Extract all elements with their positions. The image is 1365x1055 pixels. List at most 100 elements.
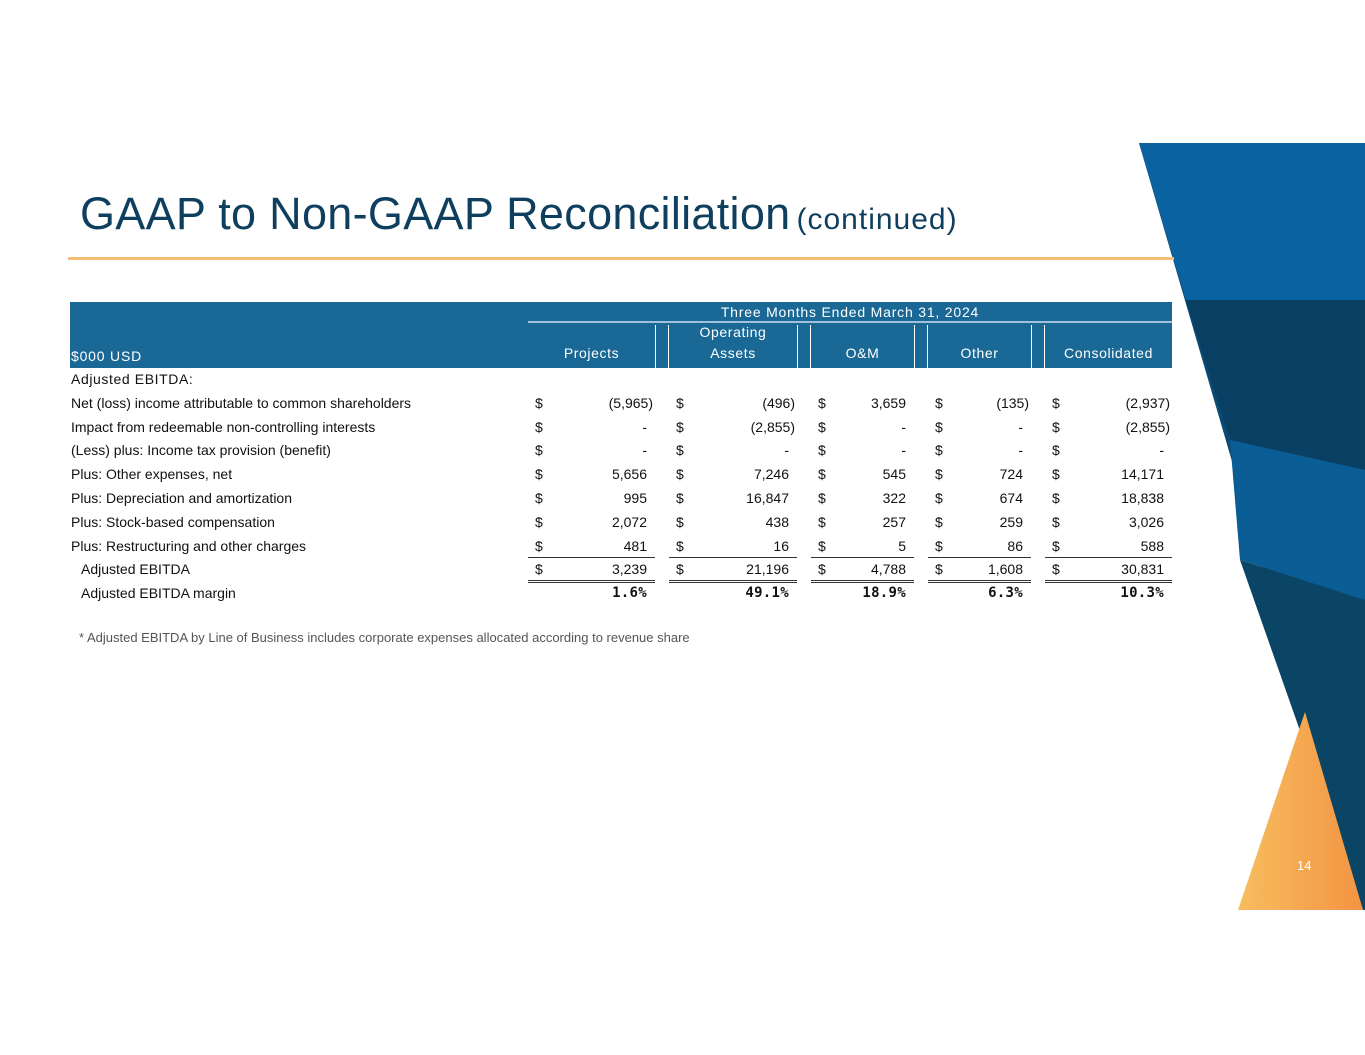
value-cell: $3,026 bbox=[1045, 511, 1172, 533]
cell-value: 49.1% bbox=[745, 585, 789, 602]
value-cell: $16 bbox=[669, 535, 797, 558]
value-cell: $674 bbox=[928, 487, 1031, 509]
currency-symbol: $ bbox=[676, 561, 684, 578]
table-row: Plus: Stock-based compensation $2,072 $438… bbox=[70, 511, 1172, 535]
cell-value: 18,838 bbox=[1121, 489, 1164, 506]
row-label: Plus: Stock-based compensation bbox=[71, 513, 275, 530]
value-cell: $438 bbox=[669, 511, 797, 533]
cell-value: (135) bbox=[996, 394, 1029, 411]
cell-value: 6.3% bbox=[988, 585, 1023, 602]
value-cell: $257 bbox=[811, 511, 914, 533]
cell-value: (2,855) bbox=[750, 418, 795, 435]
value-cell: $4,788 bbox=[811, 558, 914, 584]
orange-triangle bbox=[1238, 712, 1363, 910]
currency-symbol: $ bbox=[935, 513, 943, 530]
value-cell: $14,171 bbox=[1045, 463, 1172, 485]
value-cell: $1,608 bbox=[928, 558, 1031, 584]
cell-value: 588 bbox=[1140, 537, 1164, 554]
column-header: Projects bbox=[563, 345, 620, 361]
column-separator bbox=[1031, 325, 1045, 368]
value-cell: $5 bbox=[811, 535, 914, 558]
cell-value: - bbox=[901, 442, 906, 459]
value-cell: $ - bbox=[528, 439, 655, 461]
reconciliation-table: Three Months Ended March 31, 2024 $000 U… bbox=[70, 302, 1172, 606]
value-cell: $ (2,937) bbox=[1045, 392, 1172, 414]
title-divider bbox=[68, 257, 1174, 260]
cell-value: 1,608 bbox=[987, 561, 1023, 578]
currency-symbol: $ bbox=[818, 537, 826, 554]
page-number: 14 bbox=[1297, 858, 1312, 873]
row-label: Plus: Other expenses, net bbox=[71, 466, 233, 483]
currency-symbol: $ bbox=[935, 466, 943, 483]
value-cell: $ (135) bbox=[928, 392, 1031, 414]
value-cell: $322 bbox=[811, 487, 914, 509]
cell-value: - bbox=[901, 418, 906, 435]
currency-symbol: $ bbox=[1052, 561, 1060, 578]
cell-value: 30,831 bbox=[1121, 561, 1164, 578]
section-label: Adjusted EBITDA: bbox=[71, 371, 194, 387]
table-row: Plus: Other expenses, net $5,656 $7,246 $54… bbox=[70, 463, 1172, 487]
value-cell: 6.3% bbox=[928, 582, 1031, 604]
currency-symbol: $ bbox=[1052, 537, 1060, 554]
column-separator bbox=[914, 325, 928, 368]
cell-value: 86 bbox=[1007, 537, 1023, 554]
value-cell: 1.6% bbox=[528, 582, 655, 604]
value-cell: $ - bbox=[669, 439, 797, 461]
currency-symbol: $ bbox=[818, 561, 826, 578]
currency-symbol: $ bbox=[535, 394, 543, 411]
value-cell: $3,659 bbox=[811, 392, 914, 414]
table-row: Adjusted EBITDA margin 1.6% 49.1% 18.9% 6.3%… bbox=[70, 582, 1172, 606]
currency-symbol: $ bbox=[676, 394, 684, 411]
value-cell: $ - bbox=[1045, 439, 1172, 461]
currency-symbol: $ bbox=[535, 466, 543, 483]
cell-value: 7,246 bbox=[753, 466, 789, 483]
cell-value: 2,072 bbox=[611, 513, 647, 530]
value-cell: $30,831 bbox=[1045, 558, 1172, 584]
cell-value: 438 bbox=[765, 513, 789, 530]
table-body: Adjusted EBITDA: Net (loss) income attri… bbox=[70, 368, 1172, 606]
value-cell: $86 bbox=[928, 535, 1031, 558]
title-text: GAAP to Non-GAAP Reconciliation bbox=[80, 188, 791, 239]
currency-symbol: $ bbox=[676, 489, 684, 506]
column-header: Consolidated bbox=[1064, 345, 1153, 361]
column-separator bbox=[797, 325, 811, 368]
cell-value: 257 bbox=[882, 513, 906, 530]
header-divider bbox=[528, 321, 1172, 323]
value-cell: $ (5,965) bbox=[528, 392, 655, 414]
row-label: (Less) plus: Income tax provision (benef… bbox=[71, 442, 331, 459]
section-row: Adjusted EBITDA: bbox=[70, 368, 1172, 392]
currency-symbol: $ bbox=[1052, 489, 1060, 506]
table-row: Net (loss) income attributable to common… bbox=[70, 392, 1172, 416]
currency-symbol: $ bbox=[1052, 442, 1060, 459]
currency-symbol: $ bbox=[1052, 394, 1060, 411]
cell-value: 3,026 bbox=[1128, 513, 1164, 530]
currency-symbol: $ bbox=[676, 466, 684, 483]
cell-value: 18.9% bbox=[862, 585, 906, 602]
currency-symbol: $ bbox=[1052, 466, 1060, 483]
cell-value: - bbox=[1018, 442, 1023, 459]
cell-value: - bbox=[784, 442, 789, 459]
cell-value: 3,659 bbox=[870, 394, 906, 411]
title-suffix: (continued) bbox=[796, 203, 958, 236]
currency-symbol: $ bbox=[935, 394, 943, 411]
currency-symbol: $ bbox=[935, 442, 943, 459]
value-cell: $ - bbox=[811, 439, 914, 461]
cell-value: (2,937) bbox=[1125, 394, 1170, 411]
table-row: Plus: Depreciation and amortization $995 $… bbox=[70, 487, 1172, 511]
value-cell: $ - bbox=[528, 416, 655, 438]
cell-value: 995 bbox=[623, 489, 647, 506]
cell-value: - bbox=[642, 442, 647, 459]
cell-value: (5,965) bbox=[608, 394, 653, 411]
cell-value: 10.3% bbox=[1120, 585, 1164, 602]
value-cell: $3,239 bbox=[528, 558, 655, 584]
table-row: Plus: Restructuring and other charges $48… bbox=[70, 535, 1172, 559]
currency-symbol: $ bbox=[935, 537, 943, 554]
currency-symbol: $ bbox=[535, 561, 543, 578]
blue-facet-top bbox=[1139, 143, 1365, 300]
row-label: Net (loss) income attributable to common… bbox=[71, 394, 412, 411]
footnote: * Adjusted EBITDA by Line of Business in… bbox=[79, 630, 690, 645]
table-row: Impact from redeemable non-controlling i… bbox=[70, 416, 1172, 440]
table-header-period: Three Months Ended March 31, 2024 bbox=[70, 302, 1172, 323]
value-cell: 18.9% bbox=[811, 582, 914, 604]
